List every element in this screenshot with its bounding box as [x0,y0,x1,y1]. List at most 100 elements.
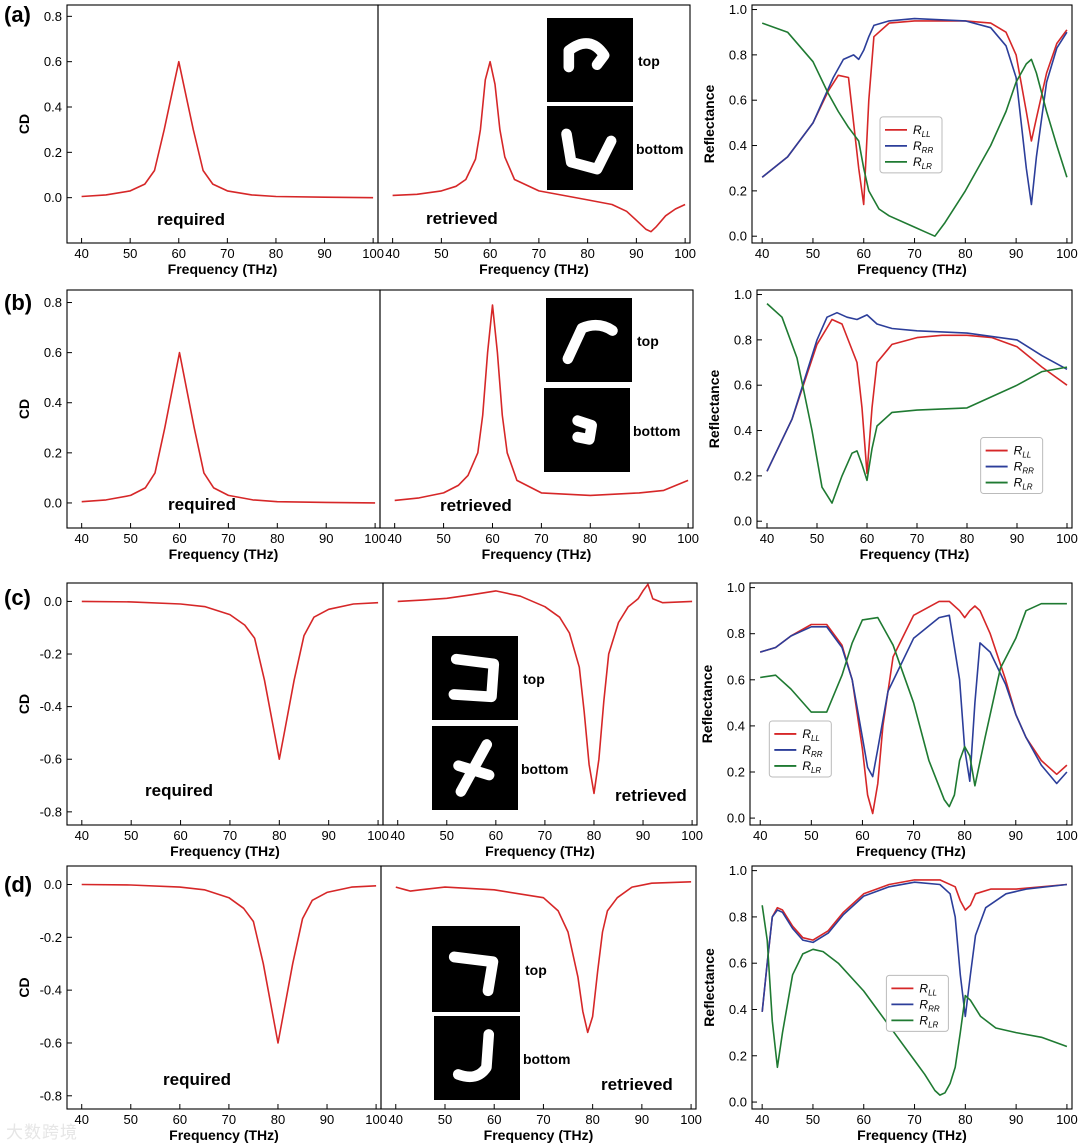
panel-d-retrieved-xtick-label: 70 [536,1112,550,1127]
panel-c-required-xlabel: Frequency (THz) [170,843,280,859]
panel-a-bottom-label: bottom [636,141,683,157]
panel-d-reflectance-frame [751,865,1073,1110]
panel-a-required-xtick-label: 100 [362,246,384,261]
panel-a-required-xtick-label: 60 [172,246,186,261]
panel-b-retrieved-cd-line [394,304,689,502]
panel-a-required-xtick-label: 50 [123,246,137,261]
panel-a-retrieved-xtick-label: 50 [434,246,448,261]
panel-a-retrieved-xtick-label: 70 [532,246,546,261]
panel-b-required-xtick-label: 90 [319,531,333,546]
panel-a-retrieved-xtick-label: 100 [674,246,696,261]
panel-a-retrieved-xtick-label: 60 [483,246,497,261]
panel-c-required-xtick-label: 90 [321,828,335,843]
panel-d-legend-subscript-LR: LR [928,1020,938,1029]
panel-a-reflectance-xtick-label: 60 [857,246,871,261]
panel-d-required-ytick-label: -0.8 [40,1088,62,1103]
panel-b-required-xtick-label: 50 [123,531,137,546]
panel-c-reflectance-xtick-label: 80 [957,828,971,843]
panel-b-reflectance-ytick-label: 0.4 [734,423,752,438]
panel-label-d: (d) [4,872,33,897]
panel-b-retrieved-xtick-label: 80 [583,531,597,546]
panel-c-required-ytick-label: -0.2 [40,647,62,662]
panel-b-legend-subscript-LR: LR [1022,483,1032,492]
panel-a-legend-subscript-RR: RR [922,146,934,155]
panel-b-RLR-line [766,303,1068,504]
panel-a-top-inset-image [547,18,633,102]
panel-c-legend-subscript-LL: LL [811,734,820,743]
panel-b-reflectance-xtick-label: 60 [860,531,874,546]
panel-c-reflectance-xlabel: Frequency (THz) [856,843,966,859]
panel-d-top-inset-corner-shape [448,951,499,997]
panel-a-required-ytick-label: 0.6 [44,54,62,69]
panel-d-reflectance-ytick-label: 0.8 [729,909,747,924]
panel-b-required-ytick-label: 0.2 [44,445,62,460]
panel-d-legend-box [885,974,949,1032]
panel-c-reflectance-xtick-label: 70 [906,828,920,843]
panel-c-reflectance-xtick-label: 60 [855,828,869,843]
panel-d-retrieved-xtick-label: 50 [438,1112,452,1127]
panel-a-reflectance-xtick-label: 50 [806,246,820,261]
panel-b-reflectance-xtick-label: 90 [1010,531,1024,546]
panel-b-required-label: required [168,495,236,514]
panel-c-required-xtick-label: 50 [124,828,138,843]
panel-c-required-ytick-label: -0.6 [40,752,62,767]
panel-d-reflectance-ytick-label: 0.0 [729,1095,747,1110]
panel-b-reflectance-ylabel: Reflectance [706,369,722,448]
panel-d-required-xlabel: Frequency (THz) [169,1127,279,1143]
panel-b-bottom-inset-small-curl-shape [572,415,597,445]
panel-d-reflectance-xtick-label: 70 [907,1112,921,1127]
panel-c-reflectance-ylabel: Reflectance [699,664,715,743]
panel-b-top-inset-image [546,298,632,382]
panel-b-reflectance-ytick-label: 0.0 [734,514,752,529]
panel-b-reflectance-ytick-label: 1.0 [734,287,752,302]
panel-d-required-xtick-label: 70 [222,1112,236,1127]
panel-a-legend-subscript-LL: LL [922,130,931,139]
panel-b-retrieved-xtick-label: 50 [436,531,450,546]
panel-c-reflectance-ytick-label: 0.6 [727,672,745,687]
panel-c-required-xtick-label: 70 [223,828,237,843]
panel-d-reflectance-xtick-label: 100 [1056,1112,1078,1127]
panel-a-reflectance-xtick-label: 70 [907,246,921,261]
panel-c-required-frame [66,582,384,826]
panel-d-required-xtick-label: 60 [173,1112,187,1127]
panel-a-required-xlabel: Frequency (THz) [168,261,278,277]
panel-a-retrieved-xtick-label: 80 [580,246,594,261]
panel-label-a: (a) [4,2,31,27]
panel-a-required-frame [66,4,379,244]
panel-d-bottom-label: bottom [523,1051,570,1067]
panel-d-required-ytick-label: -0.4 [40,983,62,998]
watermark-text: 大数跨境 [6,1123,78,1143]
panel-c-retrieved-label: retrieved [615,786,687,805]
panel-d-reflectance-xtick-label: 80 [958,1112,972,1127]
panel-b-retrieved-xtick-label: 60 [485,531,499,546]
panel-b-retrieved-xtick-label: 100 [677,531,699,546]
panel-b-required-xtick-label: 100 [364,531,386,546]
panel-c-RLR-line [760,602,1067,808]
panel-a-legend-subscript-LR: LR [922,162,932,171]
panel-b-legend-subscript-LL: LL [1022,451,1031,460]
panel-c-reflectance-ytick-label: 0.0 [727,811,745,826]
panel-b-required-ylabel: CD [16,399,32,419]
panel-c-retrieved-xtick-label: 90 [636,828,650,843]
panel-d-retrieved-xtick-label: 60 [487,1112,501,1127]
panel-label-b: (b) [4,290,33,315]
panel-d-retrieved-xlabel: Frequency (THz) [484,1127,594,1143]
panel-c-required-ytick-label: -0.4 [40,699,62,714]
panel-label-c: (c) [4,585,31,610]
panel-b-top-label: top [637,333,659,349]
panel-c-legend-box [768,720,832,778]
panel-c-top-inset-bracket-shape [448,653,500,703]
panel-d-required-ytick-label: -0.2 [40,930,62,945]
panel-c-reflectance-xtick-label: 40 [753,828,767,843]
panel-d-RLL-line [761,879,1067,1012]
panel-c-required-xtick-label: 100 [367,828,389,843]
panel-a-reflectance-xtick-label: 40 [755,246,769,261]
panel-c-required-cd-line [81,600,379,761]
panel-b-required-xtick-label: 40 [74,531,88,546]
panel-d-reflectance-xtick-label: 90 [1009,1112,1023,1127]
panel-b-required-xtick-label: 60 [172,531,186,546]
